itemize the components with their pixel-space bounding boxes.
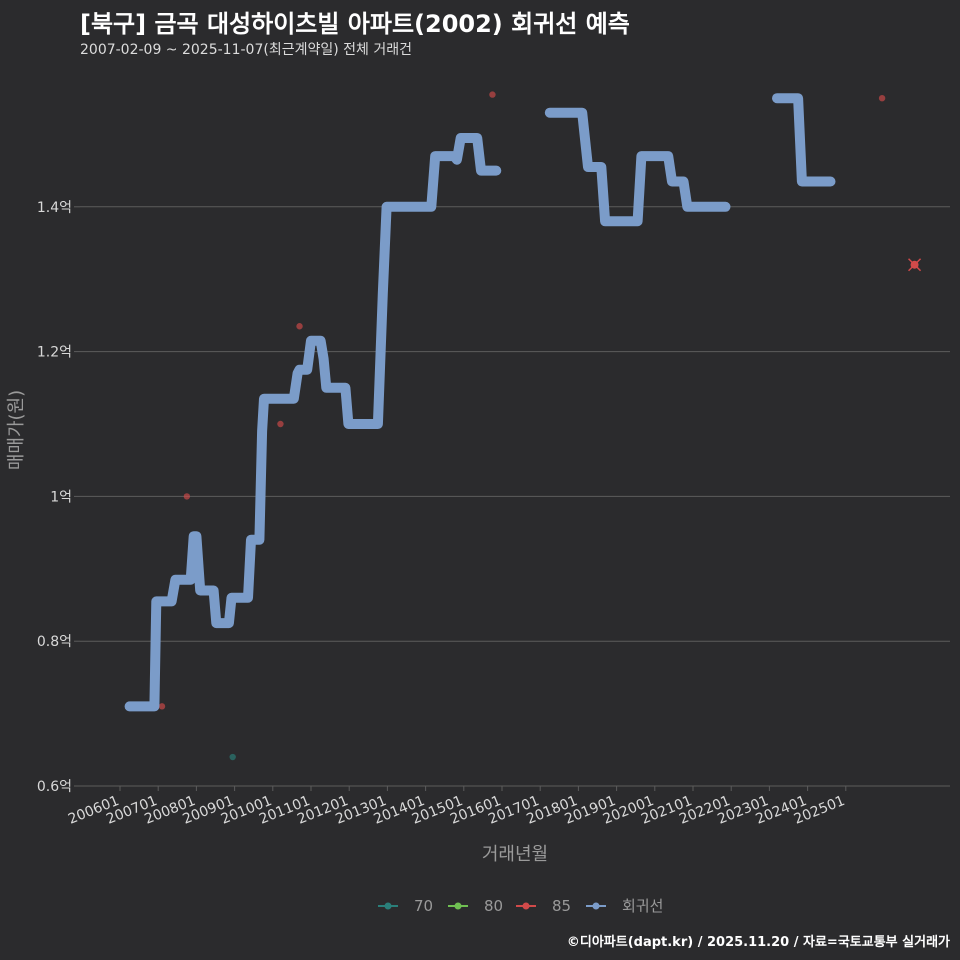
last-trade-marker bbox=[908, 258, 922, 272]
chart-title: [북구] 금곡 대성하이츠빌 아파트(2002) 회귀선 예측 bbox=[80, 10, 630, 38]
legend-label: 70 bbox=[414, 897, 433, 915]
y-tick-label: 0.6억 bbox=[37, 779, 72, 795]
x-axis-title: 거래년월 bbox=[482, 844, 548, 865]
data-point-85 bbox=[183, 493, 191, 500]
y-tick-label: 1억 bbox=[50, 489, 72, 505]
y-tick-label: 1.4억 bbox=[37, 200, 72, 216]
data-point-85 bbox=[489, 91, 496, 98]
footer-credit: ©디아파트(dapt.kr) / 2025.11.20 / 자료=국토교통부 실… bbox=[566, 935, 950, 950]
legend-swatch-dot bbox=[384, 902, 392, 910]
regression-line bbox=[544, 107, 731, 227]
y-tick-label: 0.8억 bbox=[37, 634, 72, 650]
regression-line bbox=[772, 93, 836, 187]
legend-item-85: 85 bbox=[516, 897, 571, 915]
legend-swatch-dot bbox=[522, 902, 530, 910]
legend-label: 85 bbox=[552, 897, 571, 915]
legend-item-regression: 회귀선 bbox=[586, 897, 663, 915]
data-point-85 bbox=[296, 323, 303, 330]
data-point-85 bbox=[878, 95, 886, 102]
data-point-85 bbox=[158, 703, 166, 710]
regression-line bbox=[124, 133, 502, 712]
legend-swatch-dot bbox=[592, 902, 600, 910]
legend-item-70: 70 bbox=[378, 897, 433, 915]
data-point-85 bbox=[277, 420, 284, 428]
legend-label: 회귀선 bbox=[622, 897, 663, 915]
y-axis-title: 매매가(원) bbox=[6, 390, 27, 470]
legend-swatch-dot bbox=[454, 902, 462, 910]
chart-subtitle: 2007-02-09 ~ 2025-11-07(최근계약일) 전체 거래건 bbox=[80, 42, 412, 58]
legend-label: 80 bbox=[484, 897, 503, 915]
data-point-70 bbox=[229, 753, 236, 761]
y-tick-label: 1.2억 bbox=[37, 345, 72, 361]
legend-item-80: 80 bbox=[448, 897, 503, 915]
last-trade-cross bbox=[908, 258, 922, 272]
